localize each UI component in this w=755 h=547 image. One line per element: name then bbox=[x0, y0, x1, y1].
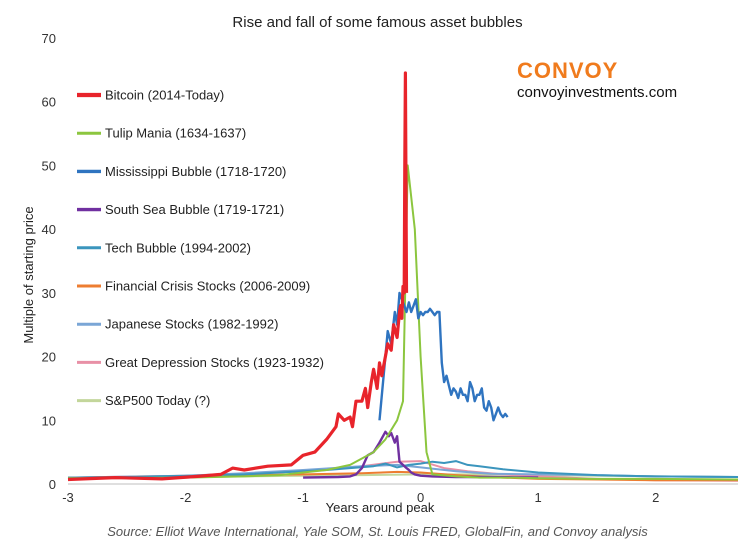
series-lines bbox=[67, 71, 739, 482]
y-tick-label: 30 bbox=[42, 286, 56, 301]
legend-label: S&P500 Today (?) bbox=[105, 393, 210, 408]
legend-item: Great Depression Stocks (1923-1932) bbox=[77, 355, 324, 370]
brand-url: convoyinvestments.com bbox=[517, 84, 678, 101]
legend-item: Tulip Mania (1634-1637) bbox=[77, 126, 246, 141]
y-tick-label: 70 bbox=[42, 31, 56, 46]
x-tick-label: 0 bbox=[417, 490, 424, 505]
brand-logo: CONVOY convoyinvestments.com bbox=[517, 59, 677, 102]
legend-item: S&P500 Today (?) bbox=[77, 393, 210, 408]
legend-item: Mississippi Bubble (1718-1720) bbox=[77, 164, 286, 179]
legend-item: Financial Crisis Stocks (2006-2009) bbox=[77, 279, 310, 294]
x-tick-label: -1 bbox=[297, 490, 309, 505]
y-axis-label: Multiple of starting price bbox=[21, 206, 36, 343]
legend-item: Bitcoin (2014-Today) bbox=[77, 88, 224, 103]
y-tick-label: 40 bbox=[42, 222, 56, 237]
legend-label: Mississippi Bubble (1718-1720) bbox=[105, 164, 286, 179]
series-line-tech-bubble bbox=[67, 460, 739, 479]
y-tick-label: 20 bbox=[42, 350, 56, 365]
legend-item: Tech Bubble (1994-2002) bbox=[77, 240, 251, 255]
legend-label: Tech Bubble (1994-2002) bbox=[105, 240, 251, 255]
source-note: Source: Elliot Wave International, Yale … bbox=[107, 524, 648, 539]
legend-item: South Sea Bubble (1719-1721) bbox=[77, 202, 284, 217]
x-tick-label: 1 bbox=[535, 490, 542, 505]
series-line-bitcoin bbox=[67, 71, 409, 482]
series-line-mississippi-bubble bbox=[378, 291, 509, 422]
y-tick-label: 50 bbox=[42, 158, 56, 173]
x-tick-labels: -3 -2 -1 0 1 2 bbox=[62, 490, 659, 505]
legend-label: Bitcoin (2014-Today) bbox=[105, 88, 224, 103]
legend-label: Japanese Stocks (1982-1992) bbox=[105, 317, 278, 332]
y-tick-label: 0 bbox=[49, 477, 56, 492]
brand-name: CONVOY bbox=[517, 58, 619, 83]
y-tick-labels: 0 10 20 30 40 50 60 70 bbox=[42, 31, 56, 492]
legend-label: South Sea Bubble (1719-1721) bbox=[105, 202, 284, 217]
legend-item: Japanese Stocks (1982-1992) bbox=[77, 317, 278, 332]
legend-label: Great Depression Stocks (1923-1932) bbox=[105, 355, 324, 370]
legend-label: Financial Crisis Stocks (2006-2009) bbox=[105, 279, 310, 294]
x-tick-label: 2 bbox=[652, 490, 659, 505]
x-tick-label: -2 bbox=[180, 490, 192, 505]
y-tick-label: 10 bbox=[42, 413, 56, 428]
chart-title: Rise and fall of some famous asset bubbl… bbox=[232, 14, 523, 31]
x-tick-label: -3 bbox=[62, 490, 74, 505]
y-tick-label: 60 bbox=[42, 95, 56, 110]
legend-label: Tulip Mania (1634-1637) bbox=[105, 126, 246, 141]
x-axis-label: Years around peak bbox=[326, 500, 435, 515]
series-line-south-sea-bubble bbox=[303, 430, 539, 479]
legend: Bitcoin (2014-Today) Tulip Mania (1634-16… bbox=[77, 88, 324, 408]
